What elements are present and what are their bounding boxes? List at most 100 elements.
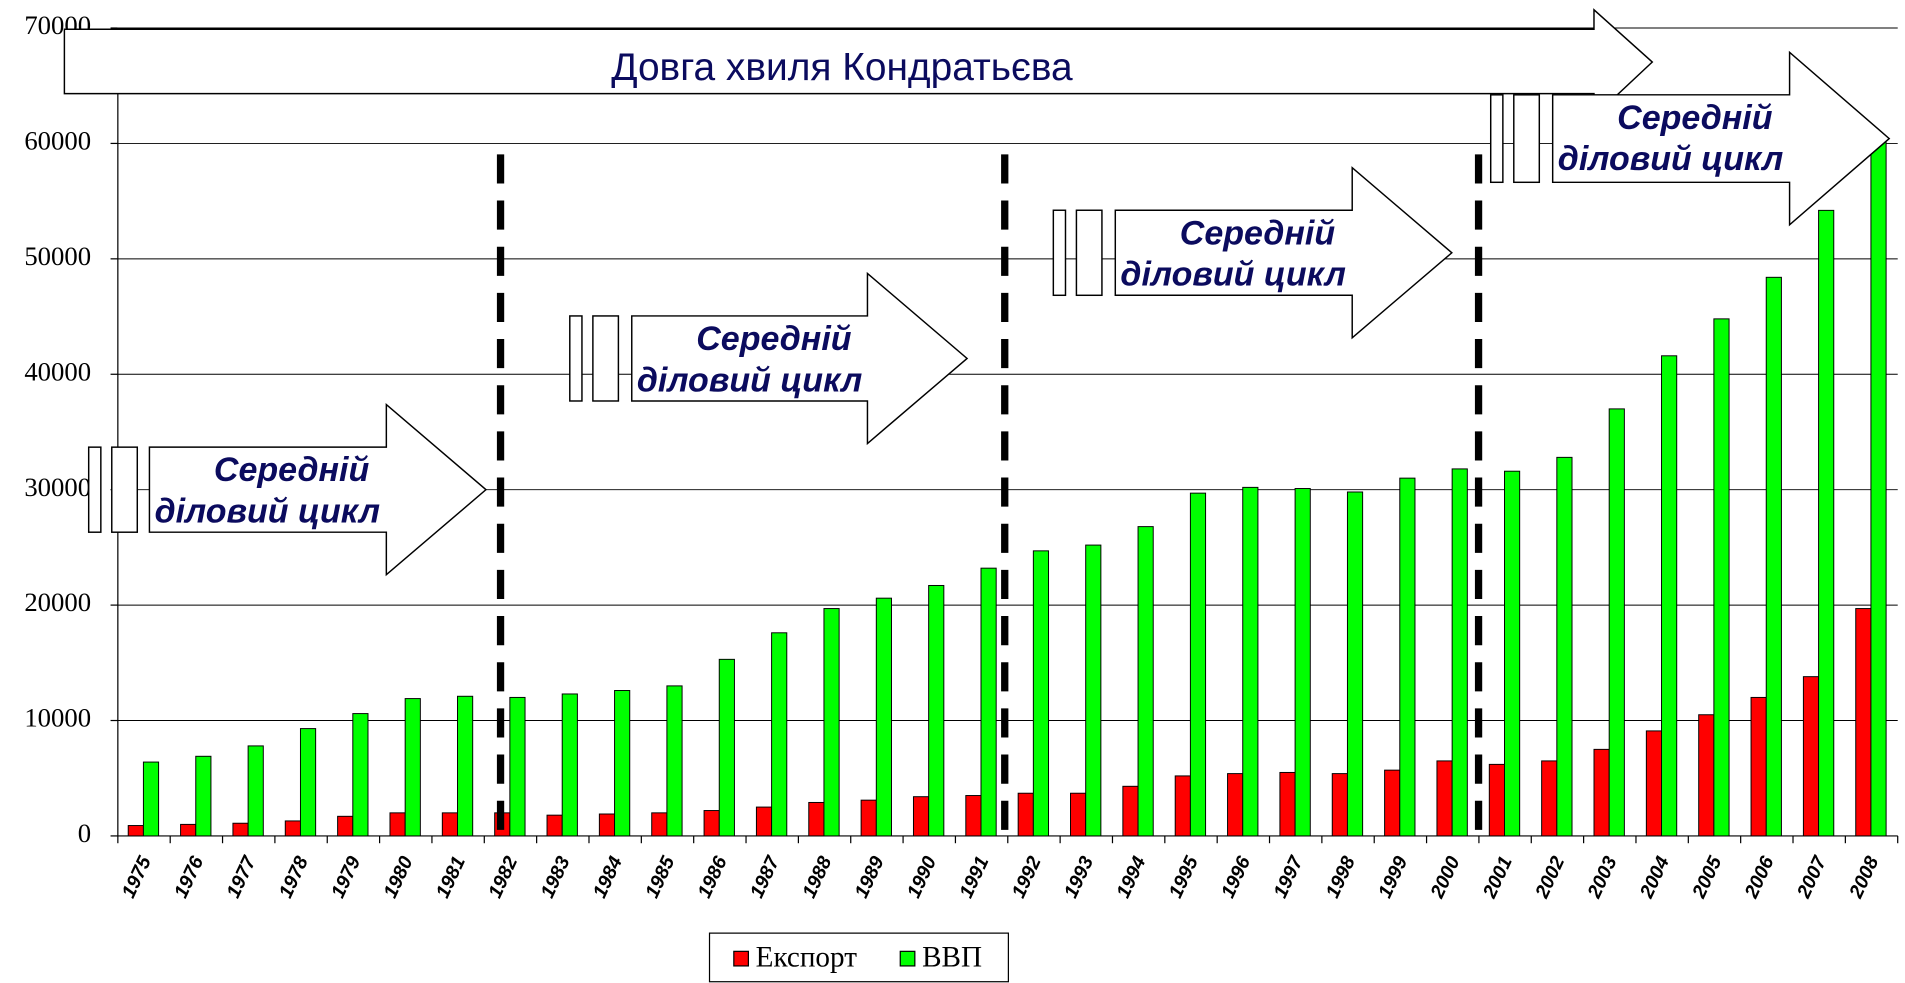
bar: [1399, 477, 1416, 837]
legend-box: [708, 932, 1009, 983]
x-tick-label: 1995: [1165, 852, 1204, 902]
bar: [352, 713, 369, 837]
x-tick-label: 2005: [1688, 852, 1727, 902]
x-tick-label: 1978: [275, 853, 313, 902]
bar: [1645, 730, 1663, 837]
x-tick-label: 1976: [170, 853, 208, 902]
bar: [666, 685, 683, 837]
y-tick-label: 50000: [24, 241, 91, 271]
bar: [509, 696, 526, 837]
arrow: [1114, 166, 1453, 340]
x-tick-label: 1988: [798, 853, 836, 902]
y-tick-label: 20000: [24, 587, 91, 617]
x-tick-label: 1977: [222, 852, 261, 902]
y-tick-label: 30000: [24, 472, 91, 502]
bar: [1713, 318, 1730, 837]
x-tick-label: 1986: [693, 853, 731, 902]
bar: [771, 632, 788, 837]
y-tick-label: 10000: [24, 703, 91, 733]
stripe: [569, 315, 583, 402]
bar: [1436, 760, 1453, 837]
bar: [389, 812, 406, 837]
chart-title: Довга хвиля Кондратьєва: [611, 46, 1073, 89]
x-tick-label: 1993: [1060, 853, 1098, 902]
stripe: [87, 446, 102, 533]
x-tick-label: 1975: [118, 852, 157, 902]
x-tick-label: 1999: [1374, 853, 1412, 902]
bar: [614, 690, 631, 837]
bar: [1227, 773, 1244, 837]
cycle-arrow: Середній діловий цикл: [1052, 166, 1453, 340]
cycle-label: діловий цикл: [637, 361, 862, 399]
bar: [912, 796, 930, 837]
bar: [1174, 775, 1191, 837]
legend-swatch: [733, 950, 750, 967]
x-tick-label: 2002: [1531, 853, 1570, 903]
bar: [1870, 136, 1887, 837]
big-arrow: [63, 8, 1654, 119]
x-tick-label: 1994: [1112, 853, 1150, 902]
bar: [703, 810, 720, 837]
bar: [718, 658, 735, 837]
bar: [247, 745, 264, 837]
bar: [1698, 714, 1715, 837]
bar: [457, 695, 474, 837]
kondratiev-arrow: Довга хвиля Кондратьєва: [63, 8, 1654, 119]
bar: [1488, 763, 1505, 837]
bar: [284, 820, 301, 837]
x-tick-label: 2008: [1845, 853, 1884, 903]
bar: [808, 801, 825, 837]
x-tick-label: 1996: [1217, 853, 1255, 902]
x-tick-label: 1985: [641, 852, 680, 902]
bar: [928, 584, 945, 837]
bar: [1802, 676, 1820, 837]
bar: [546, 814, 563, 837]
bar: [980, 567, 997, 837]
bar: [195, 755, 212, 837]
arrow: [631, 271, 969, 446]
cycle-label: Середній: [1180, 214, 1336, 252]
bar: [1137, 526, 1154, 837]
x-tick-label: 1989: [851, 853, 889, 902]
bar: [232, 822, 249, 837]
stripe: [592, 315, 620, 402]
bar: [1294, 488, 1311, 837]
bar: [1750, 696, 1767, 837]
bar: [1593, 748, 1610, 837]
bar: [1070, 792, 1087, 837]
bar: [598, 813, 616, 837]
legend-label: ВВП: [922, 942, 982, 974]
bar: [1032, 550, 1050, 837]
bar: [441, 812, 458, 837]
x-tick-label: 2007: [1792, 852, 1831, 902]
bar: [1346, 491, 1364, 837]
legend-label: Експорт: [756, 942, 858, 974]
x-tick-label: 2004: [1635, 853, 1674, 903]
cycle-label: діловий цикл: [1120, 256, 1345, 294]
bar: [965, 795, 982, 837]
x-tick-label: 1992: [1008, 853, 1046, 902]
x-tick-label: 1998: [1322, 853, 1360, 902]
bar: [1541, 760, 1558, 837]
x-tick-label: 2001: [1478, 853, 1517, 902]
y-tick-label: 60000: [24, 126, 91, 156]
x-tick-label: 1981: [432, 853, 470, 901]
x-tick-label: 1982: [484, 853, 522, 902]
bar: [823, 608, 840, 837]
bar: [651, 812, 668, 837]
bar: [1451, 468, 1468, 837]
x-tick-label: 1984: [589, 853, 627, 902]
x-tick-label: 1991: [955, 853, 993, 901]
bar: [404, 698, 421, 837]
x-tick-label: 2006: [1740, 853, 1779, 903]
bar: [1384, 769, 1401, 837]
bar: [561, 693, 578, 837]
legend-swatch: [899, 950, 916, 967]
x-tick-label: 1983: [536, 853, 574, 902]
bar: [755, 806, 773, 837]
cycle-label: діловий цикл: [155, 492, 380, 530]
bar: [1279, 771, 1296, 837]
